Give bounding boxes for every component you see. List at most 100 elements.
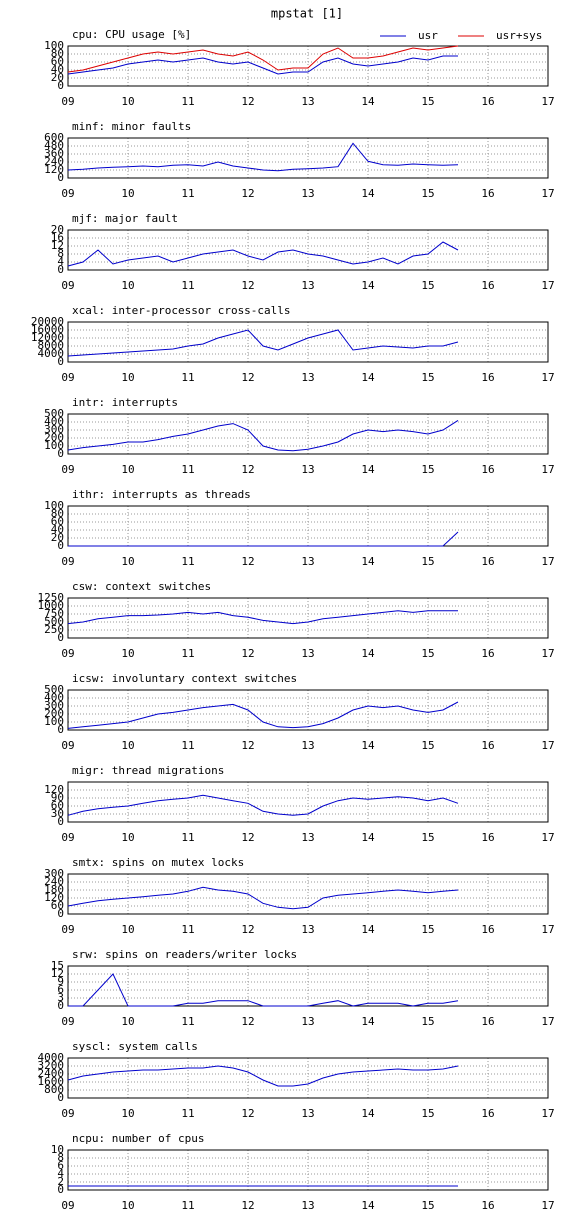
series-line — [67, 701, 459, 729]
x-tick-label: 15 — [421, 463, 434, 476]
x-tick-label: 14 — [361, 739, 375, 752]
series-line — [67, 886, 459, 910]
page-title: mpstat [1] — [271, 7, 343, 21]
x-tick-label: 11 — [181, 1107, 194, 1120]
x-tick-label: 13 — [301, 1015, 314, 1028]
x-tick-label: 11 — [181, 1015, 194, 1028]
panel-title: migr: thread migrations — [72, 764, 224, 777]
x-tick-label: 14 — [361, 371, 375, 384]
panel-title: syscl: system calls — [72, 1040, 198, 1053]
x-tick-label: 11 — [181, 187, 194, 200]
x-tick-label: 11 — [181, 1199, 194, 1212]
x-tick-label: 12 — [241, 95, 254, 108]
series-line — [67, 1065, 459, 1087]
y-tick-label: 40 — [51, 523, 64, 536]
x-tick-label: 15 — [421, 923, 434, 936]
y-tick-label: 300 — [44, 699, 64, 712]
x-tick-label: 10 — [121, 1015, 134, 1028]
x-tick-label: 14 — [361, 95, 375, 108]
x-tick-label: 13 — [301, 1107, 314, 1120]
panel-title: csw: context switches — [72, 580, 211, 593]
x-tick-label: 16 — [481, 187, 494, 200]
x-tick-label: 09 — [61, 1199, 74, 1212]
x-tick-label: 14 — [361, 279, 375, 292]
series-line — [67, 329, 459, 357]
x-tick-label: 10 — [121, 831, 134, 844]
x-tick-label: 17 — [541, 555, 554, 568]
y-tick-label: 16000 — [31, 323, 64, 336]
x-tick-label: 13 — [301, 1199, 314, 1212]
x-tick-label: 16 — [481, 831, 494, 844]
y-tick-label: 0 — [57, 1091, 64, 1104]
panel-title: xcal: inter-processor cross-calls — [72, 304, 291, 317]
y-tick-label: 4 — [57, 255, 64, 268]
x-tick-label: 16 — [481, 647, 494, 660]
x-tick-label: 15 — [421, 739, 434, 752]
x-tick-label: 10 — [121, 923, 134, 936]
y-tick-label: 0 — [57, 815, 64, 828]
series-line — [67, 610, 458, 625]
x-tick-label: 17 — [541, 1015, 554, 1028]
x-tick-label: 14 — [361, 1015, 375, 1028]
x-tick-label: 13 — [301, 279, 314, 292]
x-tick-label: 09 — [61, 95, 74, 108]
panel-title: icsw: involuntary context switches — [72, 672, 297, 685]
x-tick-label: 16 — [481, 1015, 494, 1028]
x-tick-label: 14 — [361, 1107, 375, 1120]
y-tick-label: 120 — [44, 891, 64, 904]
plot-frame — [67, 45, 549, 87]
x-tick-label: 13 — [301, 555, 314, 568]
x-tick-label: 09 — [61, 187, 74, 200]
x-tick-label: 15 — [421, 1199, 434, 1212]
x-tick-label: 15 — [421, 279, 434, 292]
plot-frame — [67, 597, 549, 639]
x-tick-label: 16 — [481, 279, 494, 292]
x-tick-label: 14 — [361, 647, 375, 660]
x-tick-label: 09 — [61, 1107, 74, 1120]
x-tick-label: 11 — [181, 647, 194, 660]
x-tick-label: 14 — [361, 555, 375, 568]
x-tick-label: 15 — [421, 831, 434, 844]
x-tick-label: 09 — [61, 1015, 74, 1028]
y-tick-label: 20 — [51, 531, 64, 544]
x-tick-label: 09 — [61, 555, 74, 568]
x-tick-label: 16 — [481, 739, 494, 752]
y-tick-label: 1250 — [38, 591, 65, 604]
y-tick-label: 100 — [44, 439, 64, 452]
y-tick-label: 4000 — [38, 347, 65, 360]
x-tick-label: 15 — [421, 371, 434, 384]
x-tick-label: 09 — [61, 279, 74, 292]
y-tick-label: 4000 — [38, 1051, 65, 1064]
y-tick-label: 180 — [44, 883, 64, 896]
y-tick-label: 500 — [44, 615, 64, 628]
y-tick-label: 0 — [57, 447, 64, 460]
x-tick-label: 12 — [241, 187, 254, 200]
y-tick-label: 60 — [51, 55, 64, 68]
x-tick-label: 12 — [241, 1107, 254, 1120]
x-tick-label: 17 — [541, 371, 554, 384]
x-tick-label: 10 — [121, 739, 134, 752]
y-tick-label: 400 — [44, 691, 64, 704]
x-tick-label: 12 — [241, 279, 254, 292]
series-line — [67, 45, 459, 73]
y-tick-label: 80 — [51, 47, 64, 60]
x-tick-label: 13 — [301, 647, 314, 660]
x-tick-label: 17 — [541, 1107, 554, 1120]
plot-frame — [67, 689, 549, 731]
y-tick-label: 4 — [57, 1167, 64, 1180]
y-tick-label: 0 — [57, 1183, 64, 1196]
y-tick-label: 400 — [44, 415, 64, 428]
panel-title: ncpu: number of cpus — [72, 1132, 204, 1145]
y-tick-label: 120 — [44, 163, 64, 176]
y-tick-label: 3200 — [38, 1059, 65, 1072]
y-tick-label: 0 — [57, 79, 64, 92]
x-tick-label: 10 — [121, 1199, 134, 1212]
panel-title: srw: spins on readers/writer locks — [72, 948, 297, 961]
x-tick-label: 14 — [361, 831, 375, 844]
y-tick-label: 60 — [51, 899, 64, 912]
legend-label: usr — [418, 29, 438, 42]
x-tick-label: 15 — [421, 95, 434, 108]
y-tick-label: 500 — [44, 407, 64, 420]
y-tick-label: 2 — [57, 1175, 64, 1188]
y-tick-label: 15 — [51, 959, 64, 972]
